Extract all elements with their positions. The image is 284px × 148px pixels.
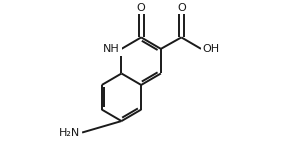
- Text: O: O: [177, 3, 186, 13]
- Text: O: O: [137, 3, 146, 13]
- Text: H₂N: H₂N: [59, 128, 80, 137]
- Text: NH: NH: [103, 44, 120, 54]
- Text: OH: OH: [203, 44, 220, 54]
